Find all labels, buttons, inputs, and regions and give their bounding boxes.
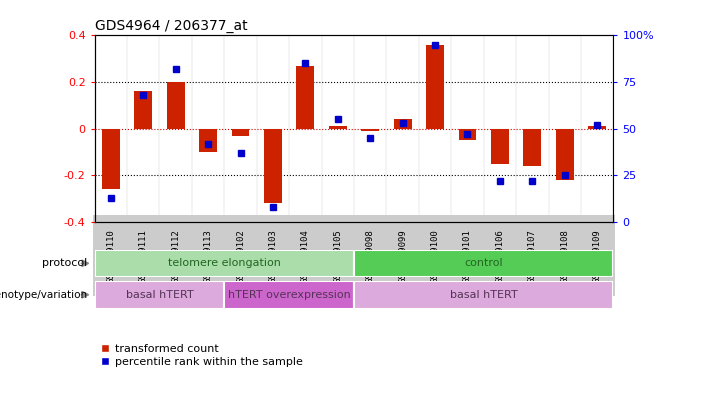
Bar bbox=[264, 129, 282, 203]
Text: basal hTERT: basal hTERT bbox=[450, 290, 517, 300]
Bar bbox=[361, 129, 379, 131]
Bar bbox=[426, 45, 444, 129]
Bar bbox=[588, 127, 606, 129]
Bar bbox=[458, 129, 477, 140]
Bar bbox=[556, 129, 573, 180]
Bar bbox=[354, 281, 613, 309]
Text: telomere elongation: telomere elongation bbox=[168, 258, 281, 268]
Bar bbox=[354, 250, 613, 277]
Bar bbox=[102, 129, 120, 189]
Text: protocol: protocol bbox=[42, 258, 88, 268]
Text: control: control bbox=[464, 258, 503, 268]
Text: hTERT overexpression: hTERT overexpression bbox=[228, 290, 350, 300]
Bar bbox=[95, 281, 224, 309]
Text: basal hTERT: basal hTERT bbox=[125, 290, 193, 300]
Bar bbox=[524, 129, 541, 166]
Bar bbox=[231, 129, 250, 136]
Bar bbox=[135, 91, 152, 129]
Bar bbox=[491, 129, 509, 164]
Text: GDS4964 / 206377_at: GDS4964 / 206377_at bbox=[95, 19, 247, 33]
Bar bbox=[199, 129, 217, 152]
Legend: transformed count, percentile rank within the sample: transformed count, percentile rank withi… bbox=[100, 343, 303, 367]
Bar bbox=[394, 119, 411, 129]
Text: genotype/variation: genotype/variation bbox=[0, 290, 88, 300]
Bar bbox=[329, 127, 347, 129]
Bar bbox=[95, 250, 354, 277]
Bar bbox=[297, 66, 314, 129]
Bar bbox=[224, 281, 354, 309]
Bar bbox=[167, 82, 184, 129]
